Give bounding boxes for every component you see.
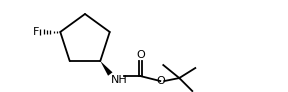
Text: O: O — [156, 76, 165, 86]
Text: F: F — [33, 27, 39, 37]
Polygon shape — [100, 61, 113, 76]
Text: O: O — [137, 50, 145, 60]
Text: NH: NH — [111, 75, 128, 85]
